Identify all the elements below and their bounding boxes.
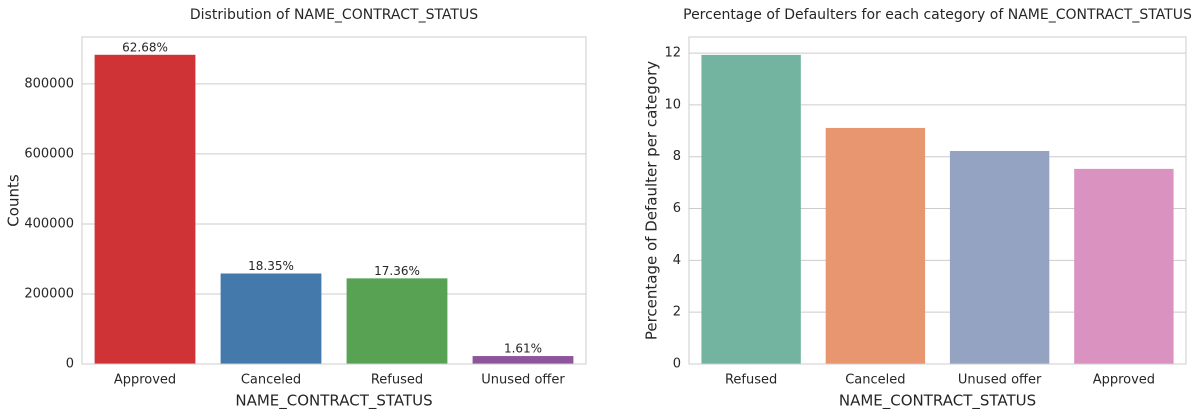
x-tick-label: Canceled: [241, 373, 301, 388]
x-tick-label: Approved: [1093, 373, 1155, 388]
bar: [701, 54, 801, 365]
chart-title: Percentage of Defaulters for each catego…: [683, 7, 1192, 23]
y-tick-label: 8: [673, 149, 681, 164]
x-tick-label: Canceled: [845, 373, 905, 388]
axes-frame: [81, 36, 587, 365]
y-tick-label: 800000: [24, 76, 74, 91]
bar: [949, 151, 1050, 364]
x-tick-label: Unused offer: [958, 373, 1042, 388]
x-tick-label: Unused offer: [481, 373, 565, 388]
y-tick-label: 200000: [24, 286, 74, 301]
bar: [220, 273, 322, 364]
bar: [825, 127, 926, 365]
x-axis-label: NAME_CONTRACT_STATUS: [235, 392, 432, 411]
bar-label: 1.61%: [504, 342, 542, 356]
y-tick-label: 12: [664, 46, 681, 61]
y-tick-label: 10: [664, 97, 681, 112]
bar: [94, 54, 196, 365]
axes-frame: [688, 36, 1187, 365]
y-tick-label: 400000: [24, 216, 74, 231]
y-tick-label: 0: [673, 357, 681, 372]
bar: [346, 278, 448, 364]
bar: [472, 356, 574, 364]
x-axis-label: NAME_CONTRACT_STATUS: [839, 392, 1036, 411]
y-tick-label: 4: [673, 253, 681, 268]
chart-title: Distribution of NAME_CONTRACT_STATUS: [190, 7, 478, 23]
bar-label: 17.36%: [374, 264, 420, 278]
y-axis-label: Counts: [5, 174, 23, 227]
y-tick-label: 600000: [24, 146, 74, 161]
y-axis-label: Percentage of Defaulter per category: [643, 61, 661, 340]
x-tick-label: Refused: [371, 373, 423, 388]
y-tick-label: 6: [673, 201, 681, 216]
bar: [1074, 168, 1174, 364]
y-tick-label: 0: [66, 357, 74, 372]
y-tick-label: 2: [673, 305, 681, 320]
bar-label: 62.68%: [122, 40, 168, 54]
bar-label: 18.35%: [248, 259, 294, 273]
x-tick-label: Refused: [725, 373, 777, 388]
x-tick-label: Approved: [114, 373, 176, 388]
